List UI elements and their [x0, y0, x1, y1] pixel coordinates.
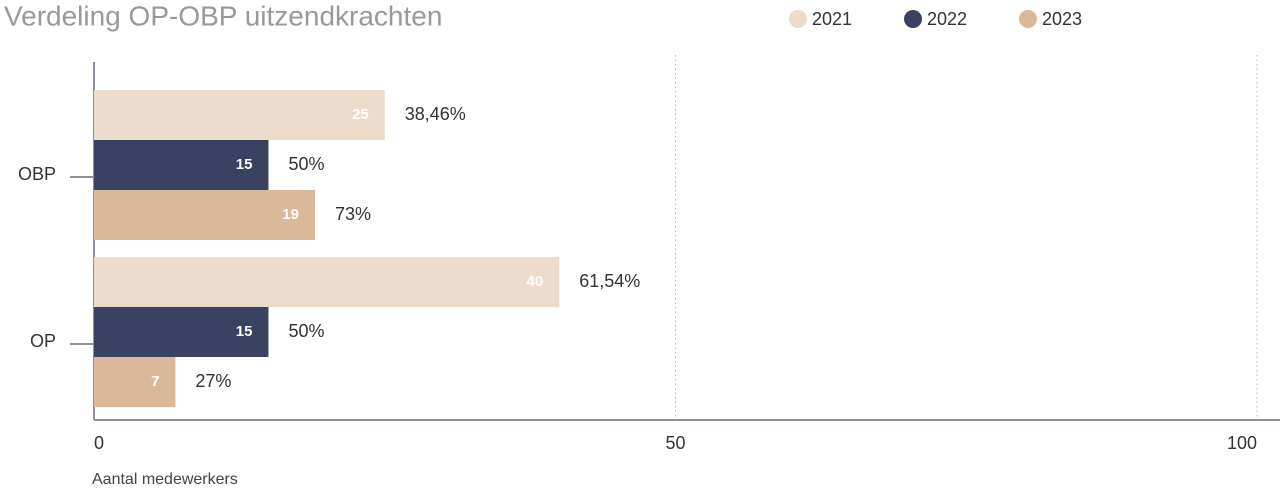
bar-value-label: 40	[527, 273, 544, 290]
legend-label: 2022	[927, 9, 967, 29]
bar	[94, 190, 315, 240]
x-axis-label: Aantal medewerkers	[92, 471, 238, 488]
bar	[94, 140, 269, 190]
bar-annotation: 27%	[195, 371, 231, 391]
y-tick-label: OP	[30, 331, 56, 351]
y-tick-label: OBP	[18, 164, 56, 184]
bar-value-label: 19	[282, 206, 299, 223]
bar-annotation: 50%	[288, 154, 324, 174]
bar-value-label: 25	[352, 106, 369, 123]
x-tick-label: 50	[665, 433, 685, 453]
legend-marker	[1019, 10, 1037, 28]
legend-marker	[789, 10, 807, 28]
x-tick-label: 100	[1227, 433, 1257, 453]
legend-label: 2021	[812, 9, 852, 29]
bar	[94, 90, 385, 140]
chart-title: Verdeling OP-OBP uitzendkrachten	[4, 0, 442, 31]
legend-marker	[904, 10, 922, 28]
bar	[94, 307, 269, 357]
bar-annotation: 61,54%	[579, 271, 640, 291]
bar	[94, 257, 560, 307]
bar-value-label: 15	[236, 156, 253, 173]
bar-annotation: 50%	[288, 321, 324, 341]
bar	[94, 357, 176, 407]
bar-value-label: 15	[236, 323, 253, 340]
bar-annotation: 73%	[335, 204, 371, 224]
bar-value-label: 7	[151, 373, 159, 390]
legend-label: 2023	[1042, 9, 1082, 29]
bar-annotation: 38,46%	[405, 104, 466, 124]
x-tick-label: 0	[94, 433, 104, 453]
